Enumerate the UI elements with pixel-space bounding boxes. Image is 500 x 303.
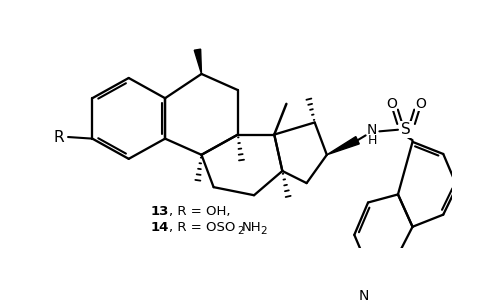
Text: , R = OH,: , R = OH, bbox=[169, 205, 230, 218]
Text: S: S bbox=[401, 122, 411, 137]
Text: 2: 2 bbox=[237, 226, 244, 236]
Polygon shape bbox=[194, 49, 202, 74]
Text: H: H bbox=[368, 134, 377, 147]
Text: 2: 2 bbox=[260, 226, 267, 236]
Text: N: N bbox=[367, 123, 378, 137]
Text: 13: 13 bbox=[151, 205, 169, 218]
Text: R: R bbox=[53, 129, 64, 145]
Text: O: O bbox=[415, 97, 426, 111]
Polygon shape bbox=[327, 137, 360, 155]
Text: , R = OSO: , R = OSO bbox=[169, 221, 235, 234]
Text: N: N bbox=[359, 288, 369, 302]
Text: NH: NH bbox=[242, 221, 262, 234]
Text: O: O bbox=[386, 97, 397, 111]
Text: 14: 14 bbox=[151, 221, 169, 234]
